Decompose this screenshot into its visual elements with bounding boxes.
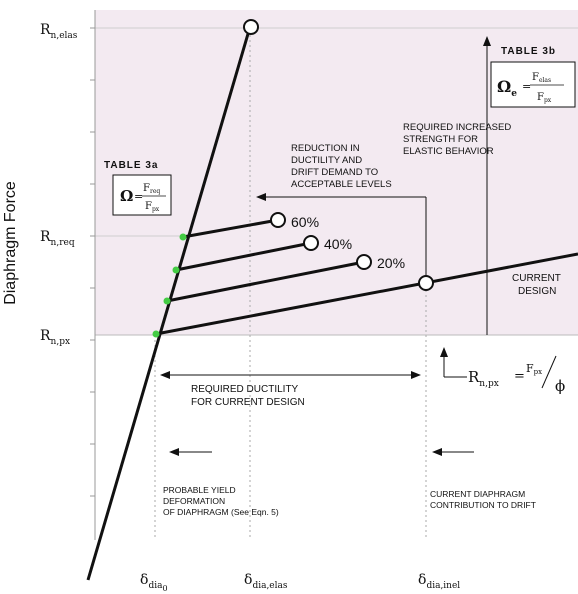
y-axis-ticks [90,27,95,497]
increased-text-2: STRENGTH FOR [403,134,478,145]
yield-dot-20 [163,297,171,305]
svg-text:Freq: Freq [143,183,160,195]
point-20 [356,254,372,270]
increased-text-3: ELASTIC BEHAVIOR [403,146,494,157]
reduction-text-1: REDUCTION IN [291,143,360,154]
label-20: 20% [377,255,405,271]
reduction-text-3: DRIFT DEMAND TO [291,167,378,178]
ductility-text-2: FOR CURRENT DESIGN [191,397,305,408]
label-60: 60% [291,214,319,230]
y-tick-px: Rn,px [40,328,70,347]
y-tick-elas: Rn,elas [40,22,78,41]
increased-text-1: REQUIRED INCREASED [403,122,511,133]
reduction-text-2: DUCTILITY AND [291,155,362,166]
curve-20 [166,260,365,303]
x-tick-dia-elas: δdia,elas [244,572,288,591]
svg-text:Rn,px: Rn,px [468,368,499,389]
ductility-arrowhead-right [411,371,421,379]
svg-text:Fpx: Fpx [537,92,552,104]
label-current-1: CURRENT [512,273,561,284]
yield-dot-40 [172,266,180,274]
label-40: 40% [324,236,352,252]
yield-dot-60 [179,233,187,241]
point-current [418,275,434,291]
table3b-title: TABLE 3b [501,46,556,57]
curve-current [155,252,578,336]
increased-strength-arrowhead [483,36,491,46]
drift-arrowhead [432,448,442,456]
svg-text:Fpx: Fpx [526,362,542,376]
ductility-text-1: REQUIRED DUCTILITY [191,384,299,395]
rnpx-equation: Rn,px = Fpx ϕ [440,347,565,395]
table3b-formula: Ωe = Felas Fpx [490,61,576,108]
yield-dot-current [152,330,160,338]
yield-text-3: OF DIAPHRAGM (See Eqn. 5) [163,507,279,517]
x-tick-dia0: δdia0 [140,572,168,593]
drift-text-2: CONTRIBUTION TO DRIFT [430,500,536,510]
curve-40 [175,241,312,272]
svg-text:=: = [514,369,525,384]
point-60 [270,212,286,228]
svg-text:Ω: Ω [120,187,133,205]
svg-text:Fpx: Fpx [145,201,160,213]
label-current-2: DESIGN [518,286,556,297]
reduction-text-4: ACCEPTABLE LEVELS [291,179,392,190]
svg-text:Ωe: Ωe [497,77,517,99]
table3a-formula: Ω = Freq Fpx [112,174,172,216]
y-tick-req: Rn,req [40,229,75,248]
y-axis-title: Diaphragm Force [2,181,19,305]
svg-text:ϕ: ϕ [555,377,565,395]
x-tick-dia-inel: δdia,inel [418,572,460,591]
yield-arrowhead [169,448,179,456]
svg-text:=: = [522,80,531,93]
yield-text-1: PROBABLE YIELD [163,485,236,495]
table3a-title: TABLE 3a [104,160,159,171]
curve-60 [182,218,279,239]
point-40 [303,235,319,251]
svg-text:Felas: Felas [532,72,551,84]
yield-text-2: DEFORMATION [163,496,225,506]
drift-text-1: CURRENT DIAPHRAGM [430,489,525,499]
ductility-arrowhead-left [160,371,170,379]
reduction-arrowhead [256,193,266,201]
point-elas [243,19,259,35]
svg-text:=: = [134,190,143,203]
